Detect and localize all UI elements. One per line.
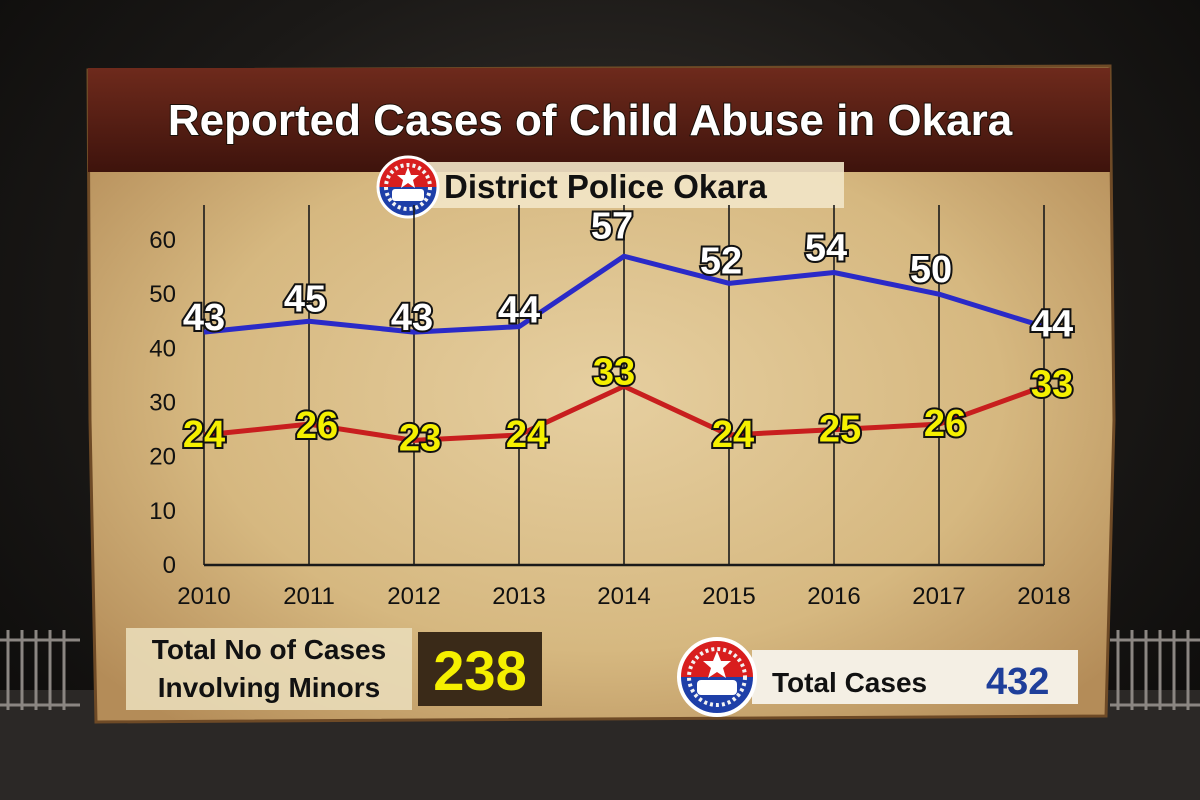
x-tick-label: 2014 xyxy=(597,583,650,610)
total-data-label: 50 xyxy=(910,249,952,291)
minors-value: 238 xyxy=(433,639,526,702)
x-tick-label: 2012 xyxy=(387,583,440,610)
x-tick-label: 2017 xyxy=(912,583,965,610)
total-data-label: 54 xyxy=(805,228,847,270)
minor-data-label: 24 xyxy=(712,414,754,456)
y-tick-label: 60 xyxy=(149,227,176,254)
total-data-label: 52 xyxy=(700,240,742,282)
minor-data-label: 26 xyxy=(296,405,338,447)
total-data-label: 45 xyxy=(284,278,326,320)
total-cases-label: Total Cases xyxy=(772,667,927,698)
y-axis: 0 10 20 30 40 50 60 xyxy=(149,227,176,579)
total-data-label: 57 xyxy=(591,205,633,247)
x-tick-label: 2010 xyxy=(177,583,230,610)
minors-label-line2: Involving Minors xyxy=(158,672,380,703)
y-tick-label: 10 xyxy=(149,498,176,525)
y-tick-label: 20 xyxy=(149,444,176,471)
total-cases-value: 432 xyxy=(986,661,1049,703)
total-data-label: 44 xyxy=(498,290,540,332)
minors-label-box xyxy=(126,628,412,710)
parchment-background xyxy=(86,64,1116,724)
chart-subtitle: District Police Okara xyxy=(444,168,767,205)
x-tick-label: 2013 xyxy=(492,583,545,610)
total-box xyxy=(752,650,1078,704)
x-axis: 2010 2011 2012 2013 2014 2015 2016 2017 2018 xyxy=(177,563,1071,610)
chart-title: Reported Cases of Child Abuse in Okara xyxy=(168,96,1013,145)
minor-data-label: 24 xyxy=(506,414,548,456)
minor-data-label: 26 xyxy=(924,403,966,445)
minors-label-line1: Total No of Cases xyxy=(152,634,386,665)
minor-data-label: 23 xyxy=(399,417,441,459)
minor-data-label: 33 xyxy=(593,351,635,393)
police-emblem-icon xyxy=(677,637,757,717)
minor-data-label: 33 xyxy=(1031,363,1073,405)
total-data-label: 44 xyxy=(1031,304,1073,346)
total-data-label: 43 xyxy=(391,297,433,339)
x-tick-label: 2015 xyxy=(702,583,755,610)
title-banner xyxy=(88,68,1110,172)
y-tick-label: 0 xyxy=(163,552,176,579)
minor-data-label: 25 xyxy=(819,409,861,451)
x-tick-label: 2016 xyxy=(807,583,860,610)
y-tick-label: 50 xyxy=(149,281,176,308)
y-tick-label: 30 xyxy=(149,390,176,417)
minors-value-box xyxy=(418,632,542,706)
right-fence xyxy=(1110,630,1200,710)
minor-cases-line xyxy=(203,383,1045,443)
x-tick-label: 2011 xyxy=(283,583,335,610)
left-fence xyxy=(0,630,80,710)
subtitle-box xyxy=(414,162,844,208)
minor-data-label: 24 xyxy=(183,414,225,456)
minors-summary: Total No of Cases Involving Minors 238 xyxy=(126,628,542,710)
data-labels: 43 45 43 44 57 52 54 50 44 24 26 23 24 33 24 25 26 33 xyxy=(181,203,1075,461)
vertical-gridlines xyxy=(203,205,1045,565)
series-lines xyxy=(203,253,1045,443)
police-emblem-icon xyxy=(376,155,440,219)
total-cases-line xyxy=(203,253,1045,335)
x-tick-label: 2018 xyxy=(1017,583,1070,610)
total-data-label: 43 xyxy=(183,297,225,339)
total-summary: Total Cases 432 xyxy=(677,637,1078,717)
y-tick-label: 40 xyxy=(149,335,176,362)
